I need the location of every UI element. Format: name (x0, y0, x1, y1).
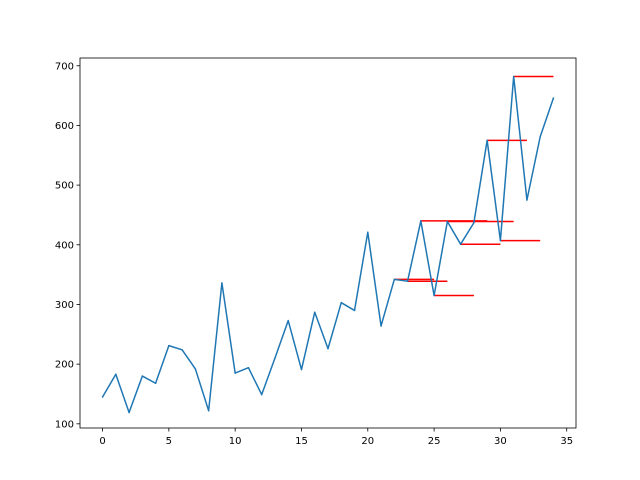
y-tick-label: 200 (55, 360, 74, 371)
data-point (168, 344, 170, 347)
data-point (141, 375, 144, 377)
data-point (260, 393, 263, 396)
x-tick-label: 5 (166, 436, 172, 447)
data-point (154, 382, 157, 384)
data-point (340, 301, 343, 304)
data-point (115, 373, 117, 376)
x-tick-label: 35 (560, 436, 573, 447)
data-point (221, 282, 223, 284)
series-layer (101, 75, 555, 414)
data-point (327, 347, 329, 350)
data-point (181, 349, 183, 351)
y-tick-label: 400 (55, 240, 74, 251)
y-tick-label: 300 (55, 300, 74, 311)
y-tick-label: 700 (55, 61, 74, 72)
data-point (512, 75, 515, 78)
y-tick-label: 500 (55, 181, 74, 192)
plot-area (80, 58, 576, 428)
x-tick-label: 20 (361, 436, 374, 447)
x-tick-label: 0 (99, 436, 105, 447)
data-point (380, 325, 382, 327)
plot-frame (79, 57, 577, 429)
data-point (367, 231, 369, 234)
data-point (287, 319, 289, 322)
data-point (552, 97, 555, 99)
data-point (300, 368, 303, 371)
data-point (128, 411, 130, 414)
data-point (313, 311, 316, 313)
y-axis: 100 200 300 400 500 600 700 (55, 61, 80, 430)
data-point (393, 278, 396, 281)
data-point (274, 357, 276, 359)
data-point (459, 243, 462, 245)
data-point (539, 136, 541, 138)
data-point (433, 294, 435, 297)
x-tick-label: 30 (494, 436, 507, 447)
x-tick-label: 10 (229, 436, 242, 447)
data-point (486, 139, 488, 142)
data-point (101, 396, 104, 398)
y-tick-label: 600 (55, 121, 74, 132)
data-point (207, 409, 210, 412)
data-point (406, 280, 409, 282)
data-point (473, 221, 475, 224)
data-point (420, 220, 422, 222)
x-tick-label: 15 (295, 436, 308, 447)
data-point (194, 368, 197, 370)
data-point (526, 199, 528, 201)
data-point (353, 309, 356, 312)
data-point (234, 372, 236, 374)
x-axis: 0 5 10 15 20 25 30 35 (99, 428, 573, 447)
data-point (499, 239, 502, 242)
y-tick-label: 100 (55, 419, 74, 430)
x-tick-label: 25 (428, 436, 441, 447)
data-point (446, 220, 449, 223)
data-point (247, 366, 250, 369)
